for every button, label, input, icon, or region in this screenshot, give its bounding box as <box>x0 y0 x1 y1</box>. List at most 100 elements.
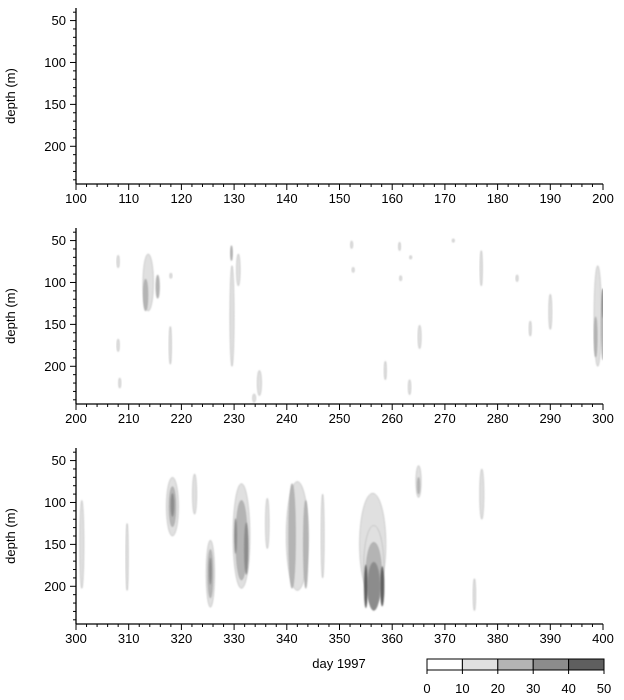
x-tick-label: 380 <box>487 631 509 646</box>
contour-region <box>515 274 519 282</box>
panel-2: 200 210 220 230 240 250 260 270 280 290 300 50 100 15… <box>3 228 614 426</box>
y-tick-label: 100 <box>44 495 66 510</box>
x-tick-label: 140 <box>276 191 298 206</box>
colorbar-swatch <box>532 658 570 671</box>
contour-region <box>351 267 355 273</box>
y-axis-label: depth (m) <box>3 508 18 564</box>
contour-region <box>408 379 412 395</box>
contour-region <box>320 493 325 579</box>
x-tick-label: 390 <box>539 631 561 646</box>
colorbar-tick-label: 10 <box>455 681 469 696</box>
x-tick-label: 350 <box>329 631 351 646</box>
x-tick-label: 260 <box>381 411 403 426</box>
colorbar: 0 10 20 30 40 50 <box>423 658 611 696</box>
x-tick-label: 300 <box>592 411 614 426</box>
x-tick-label: 340 <box>276 631 298 646</box>
x-tick-label: 210 <box>118 411 140 426</box>
contour-region <box>417 325 422 349</box>
contour-region <box>169 273 173 279</box>
x-tick-label: 320 <box>171 631 193 646</box>
contour-region <box>451 238 455 243</box>
contour-region <box>116 255 120 269</box>
contour-region <box>528 320 532 337</box>
x-tick-label: 130 <box>223 191 245 206</box>
x-tick-label: 120 <box>171 191 193 206</box>
x-tick-label: 240 <box>276 411 298 426</box>
x-tick-label: 100 <box>65 191 87 206</box>
contour-region <box>398 242 401 251</box>
x-tick-label: 190 <box>539 191 561 206</box>
contour-region <box>409 255 413 260</box>
colorbar-swatch <box>461 658 499 671</box>
contour-region <box>116 338 120 352</box>
contour-region <box>236 253 241 287</box>
colorbar-tick-label: 40 <box>561 681 575 696</box>
colorbar-tick-label: 30 <box>526 681 540 696</box>
contour-region <box>265 498 270 549</box>
y-tick-label: 50 <box>52 13 66 28</box>
x-tick-label: 150 <box>329 191 351 206</box>
y-axis-label: depth (m) <box>3 288 18 344</box>
x-tick-label: 370 <box>434 631 456 646</box>
contour-region <box>170 493 175 517</box>
y-tick-label: 150 <box>44 97 66 112</box>
colorbar-tick-label: 20 <box>491 681 505 696</box>
x-tick-label: 360 <box>381 631 403 646</box>
y-axis-label: depth (m) <box>3 68 18 124</box>
contour-region <box>125 523 129 591</box>
x-tick-label: 200 <box>592 191 614 206</box>
contour-region <box>303 500 309 589</box>
contour-region <box>155 274 160 299</box>
colorbar-swatch <box>497 658 534 671</box>
x-tick-label: 280 <box>487 411 509 426</box>
x-tick-label: 250 <box>329 411 351 426</box>
contour-region <box>593 316 598 358</box>
contour-region <box>230 245 233 261</box>
contour-region <box>118 377 122 389</box>
contour-region <box>288 483 296 589</box>
x-tick-label: 300 <box>65 631 87 646</box>
y-tick-label: 150 <box>44 317 66 332</box>
contour-region <box>234 518 238 554</box>
y-tick-label: 150 <box>44 537 66 552</box>
x-tick-label: 170 <box>434 191 456 206</box>
contour-region <box>192 473 197 515</box>
contour-region <box>479 468 485 520</box>
contour-region <box>142 278 149 312</box>
panel-3: 300 310 320 330 340 350 360 370 380 390 400 50 100 15… <box>3 448 614 646</box>
x-tick-label: 200 <box>65 411 87 426</box>
x-tick-label: 160 <box>381 191 403 206</box>
contour-region <box>383 361 387 380</box>
y-tick-label: 100 <box>44 275 66 290</box>
contour-region <box>367 561 381 611</box>
x-tick-label: 270 <box>434 411 456 426</box>
contour-fills <box>79 465 485 611</box>
x-tick-label: 220 <box>171 411 193 426</box>
x-tick-label: 330 <box>223 631 245 646</box>
chart-panels: 100 110 120 130 140 150 160 170 180 190 200 50 100 15… <box>3 8 614 646</box>
x-tick-label: 180 <box>487 191 509 206</box>
contour-region <box>208 557 212 585</box>
contour-region <box>479 250 483 287</box>
contour-region <box>417 477 421 495</box>
colorbar-swatch <box>568 658 605 671</box>
y-tick-label: 100 <box>44 55 66 70</box>
x-tick-label: 230 <box>223 411 245 426</box>
contour-region <box>472 578 476 611</box>
y-tick-label: 200 <box>44 579 66 594</box>
colorbar-tick-label: 0 <box>423 681 430 696</box>
contour-region <box>243 522 249 575</box>
x-tick-label: 400 <box>592 631 614 646</box>
contour-region <box>252 393 256 403</box>
x-tick-label: 290 <box>539 411 561 426</box>
contour-region <box>350 240 354 249</box>
contour-region <box>399 275 403 281</box>
x-tick-label: 110 <box>118 191 139 206</box>
contour-region <box>548 294 553 330</box>
contour-region <box>229 265 235 367</box>
contour-region <box>79 500 85 589</box>
contour-region <box>363 564 368 609</box>
colorbar-tick-label: 50 <box>597 681 611 696</box>
contour-region <box>257 370 262 396</box>
